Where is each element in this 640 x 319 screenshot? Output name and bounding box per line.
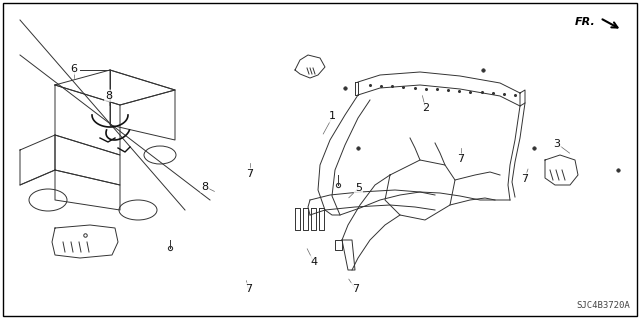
Text: 6: 6 [70, 63, 77, 74]
Text: 8: 8 [105, 91, 113, 101]
Text: 1: 1 [330, 111, 336, 122]
Text: 2: 2 [422, 103, 429, 114]
Text: SJC4B3720A: SJC4B3720A [576, 301, 630, 310]
Text: 7: 7 [457, 154, 465, 165]
Text: 3: 3 [554, 138, 560, 149]
Text: 8: 8 [201, 182, 209, 192]
Text: 5: 5 [355, 183, 362, 193]
Text: 7: 7 [521, 174, 529, 184]
Text: 4: 4 [310, 256, 317, 267]
Text: 7: 7 [246, 169, 253, 179]
Text: 7: 7 [244, 284, 252, 294]
Text: 7: 7 [351, 284, 359, 294]
Text: FR.: FR. [575, 17, 596, 27]
